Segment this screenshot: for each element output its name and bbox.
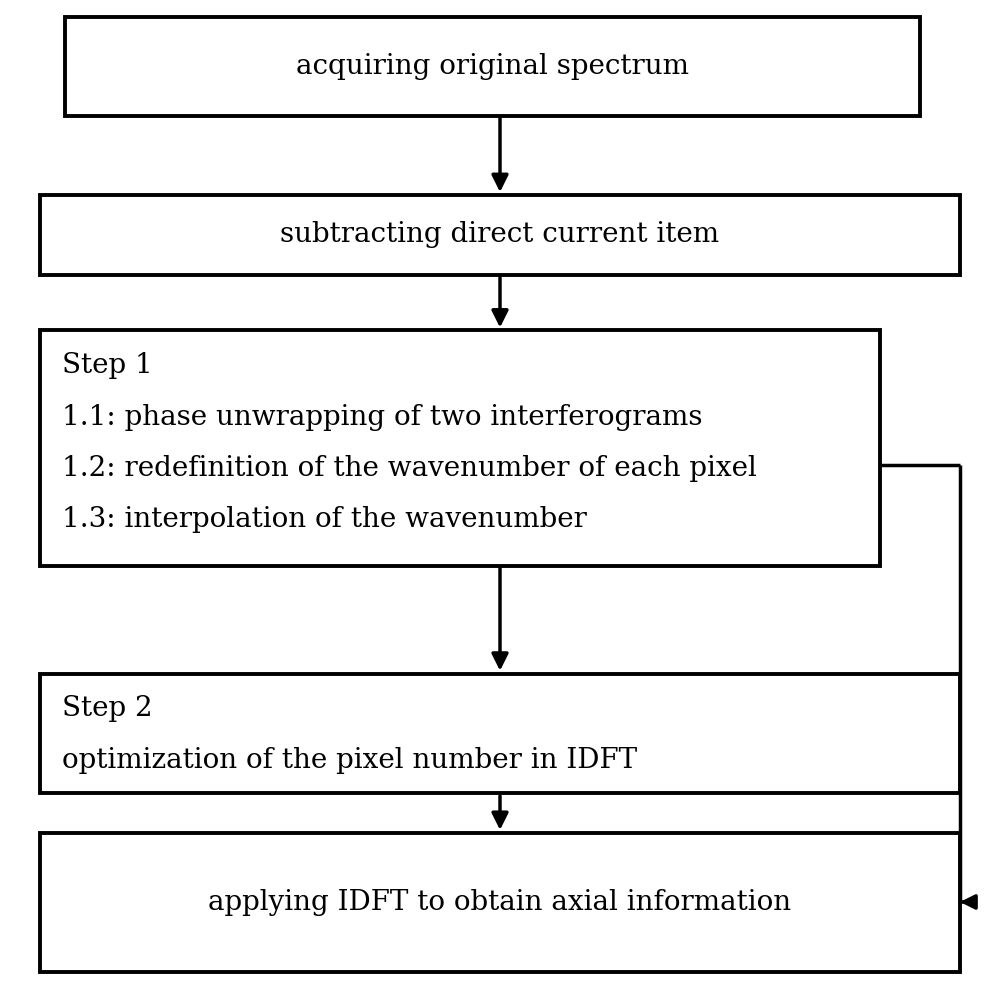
Text: applying IDFT to obtain axial information: applying IDFT to obtain axial informatio…: [208, 889, 792, 916]
Bar: [40, 195, 960, 275]
Text: acquiring original spectrum: acquiring original spectrum: [296, 52, 689, 80]
Text: 1.1: phase unwrapping of two interferograms: 1.1: phase unwrapping of two interferogr…: [62, 404, 702, 430]
Text: 1.3: interpolation of the wavenumber: 1.3: interpolation of the wavenumber: [62, 506, 587, 533]
Bar: [40, 674, 960, 793]
Text: Step 1: Step 1: [62, 352, 153, 379]
Bar: [65, 17, 920, 116]
Text: 1.2: redefinition of the wavenumber of each pixel: 1.2: redefinition of the wavenumber of e…: [62, 455, 757, 482]
Text: optimization of the pixel number in IDFT: optimization of the pixel number in IDFT: [62, 747, 637, 773]
Bar: [40, 330, 880, 566]
Bar: [40, 833, 960, 972]
Text: Step 2: Step 2: [62, 695, 153, 722]
Text: subtracting direct current item: subtracting direct current item: [280, 222, 720, 248]
